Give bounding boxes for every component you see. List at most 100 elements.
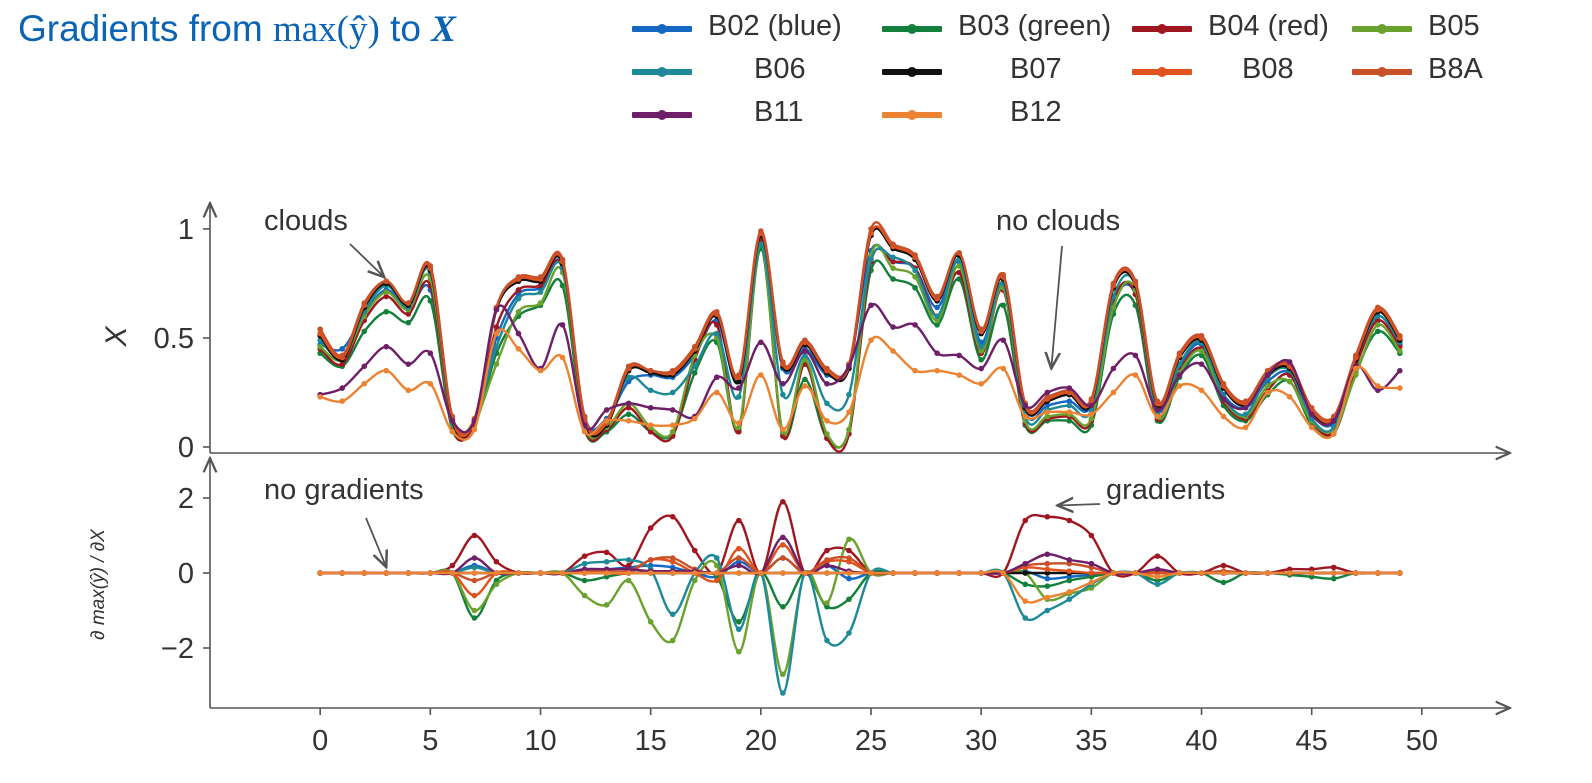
data-point: [1110, 280, 1117, 287]
data-point: [625, 577, 632, 584]
data-point: [890, 348, 896, 354]
data-point: [1242, 424, 1249, 431]
legend-label: B05: [1428, 10, 1480, 42]
data-point: [669, 513, 676, 520]
data-point: [780, 690, 786, 696]
y-tick-label: −2: [161, 633, 194, 665]
data-point: [1330, 431, 1337, 437]
data-point: [1022, 570, 1029, 576]
data-point: [890, 241, 896, 247]
data-point: [780, 671, 786, 678]
data-point: [824, 365, 830, 372]
y-tick-label: 1: [178, 214, 194, 246]
data-point: [1088, 402, 1095, 409]
data-point: [780, 498, 786, 505]
data-point: [1132, 372, 1139, 378]
data-point: [736, 394, 742, 400]
x-tick-label: 50: [1406, 725, 1438, 757]
data-point: [780, 391, 786, 398]
data-point: [581, 592, 588, 599]
data-point: [1066, 588, 1073, 595]
data-point: [405, 361, 412, 367]
data-point: [736, 517, 742, 524]
data-point: [1022, 581, 1029, 588]
data-point: [669, 570, 676, 576]
data-point: [537, 300, 544, 306]
data-point: [647, 618, 654, 625]
data-point: [1220, 380, 1227, 387]
data-point: [1044, 394, 1051, 400]
data-point: [1242, 411, 1249, 418]
data-point: [824, 637, 830, 644]
data-point: [713, 570, 720, 576]
data-point: [1397, 385, 1403, 391]
data-point: [1286, 378, 1293, 385]
data-point: [780, 555, 786, 561]
data-point: [1066, 418, 1073, 424]
legend-label: B11: [754, 96, 804, 128]
data-point: [1242, 404, 1249, 411]
data-point: [1198, 332, 1205, 339]
data-point: [1022, 598, 1029, 604]
legend-label: B07: [1010, 53, 1062, 85]
annotation-arrow: [1051, 245, 1063, 368]
series-line-b04: [320, 500, 1400, 579]
data-point: [736, 420, 742, 426]
data-point: [405, 319, 412, 326]
data-point: [361, 363, 368, 370]
x-tick-label: 30: [965, 725, 997, 757]
data-point: [780, 570, 786, 576]
data-point: [824, 418, 830, 424]
data-point: [1000, 570, 1007, 576]
data-point: [736, 618, 742, 625]
data-point: [1220, 579, 1227, 586]
data-point: [846, 575, 852, 582]
data-point: [1088, 396, 1095, 402]
x-tick-label: 5: [422, 725, 438, 757]
data-point: [493, 581, 500, 588]
data-point: [1044, 594, 1051, 601]
data-point: [691, 370, 698, 376]
data-point: [890, 570, 896, 576]
data-point: [736, 570, 742, 576]
data-point: [1000, 271, 1007, 278]
data-point: [890, 254, 896, 261]
data-point: [846, 630, 852, 636]
data-point: [383, 278, 390, 285]
data-point: [868, 302, 874, 309]
data-point: [427, 263, 434, 269]
data-point: [780, 380, 786, 387]
data-point: [1132, 570, 1139, 576]
annotation-arrow: [1057, 504, 1101, 506]
data-point: [603, 549, 610, 556]
data-point: [1154, 573, 1161, 580]
data-point: [669, 422, 676, 428]
data-point: [647, 404, 654, 411]
data-point: [471, 426, 478, 433]
y-axis-label: X: [100, 326, 133, 348]
data-point: [1220, 562, 1227, 569]
data-point: [1286, 359, 1293, 365]
legend-label: B02 (blue): [708, 10, 842, 42]
data-point: [317, 570, 323, 576]
data-point: [912, 322, 918, 328]
data-point: [625, 404, 632, 411]
data-point: [780, 542, 786, 548]
data-point: [383, 308, 390, 315]
data-point: [603, 570, 610, 576]
data-point: [1286, 570, 1293, 576]
data-point: [405, 311, 412, 317]
data-point: [1220, 396, 1227, 402]
data-point: [956, 263, 962, 269]
data-point: [1000, 302, 1007, 309]
data-point: [1088, 579, 1095, 586]
data-point: [625, 570, 632, 576]
data-point: [1264, 570, 1271, 576]
data-point: [1330, 570, 1337, 576]
data-point: [934, 293, 940, 300]
data-point: [1044, 560, 1051, 567]
data-point: [1352, 365, 1359, 372]
y-tick-label: 0: [178, 558, 194, 590]
annotation-arrow: [365, 517, 386, 567]
data-point: [493, 343, 500, 350]
